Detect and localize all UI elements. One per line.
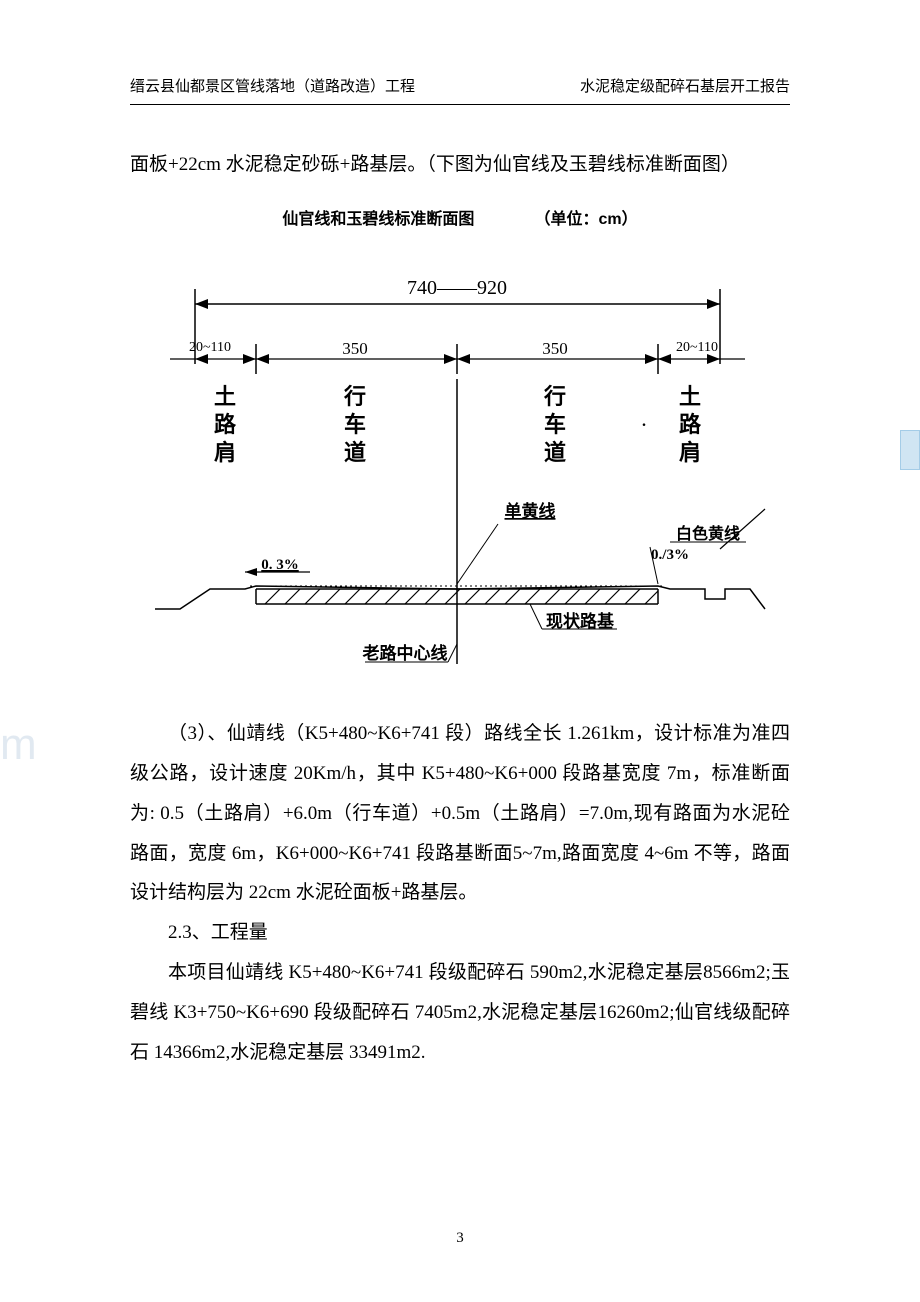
- svg-text:土: 土: [679, 384, 701, 409]
- svg-text:肩: 肩: [679, 440, 701, 465]
- intro-paragraph: 面板+22cm 水泥稳定砂砾+路基层。（下图为仙官线及玉碧线标准断面图）: [130, 145, 790, 185]
- header-left: 缙云县仙都景区管线落地（道路改造）工程: [130, 75, 415, 96]
- svg-text:行: 行: [343, 384, 366, 409]
- section-2-3-title: 2.3、工程量: [130, 913, 790, 953]
- page-header: 缙云县仙都景区管线落地（道路改造）工程 水泥稳定级配碎石基层开工报告: [130, 75, 790, 96]
- svg-text:车: 车: [544, 412, 566, 437]
- header-right: 水泥稳定级配碎石基层开工报告: [580, 75, 790, 96]
- watermark-left: m: [0, 720, 38, 770]
- svg-text:土: 土: [214, 384, 236, 409]
- svg-text:肩: 肩: [214, 440, 236, 465]
- svg-text:车: 车: [344, 412, 366, 437]
- cross-section-diagram: 仙官线和玉碧线标准断面图 （单位：cm） 740——920 20~110: [130, 205, 790, 684]
- left-shoulder-dim: 20~110: [189, 340, 231, 355]
- page-number: 3: [0, 1230, 920, 1247]
- svg-text:.: .: [642, 413, 646, 430]
- header-underline: [130, 104, 790, 105]
- top-dim-text: 740——920: [407, 277, 507, 299]
- paragraph-4: 本项目仙靖线 K5+480~K6+741 段级配碎石 590m2,水泥稳定基层8…: [130, 953, 790, 1073]
- svg-text:单黄线: 单黄线: [505, 501, 556, 521]
- watermark-right: [900, 430, 920, 470]
- svg-text:0./3%: 0./3%: [651, 547, 689, 563]
- diagram-title: 仙官线和玉碧线标准断面图: [282, 205, 474, 229]
- svg-text:现状路基: 现状路基: [546, 611, 615, 631]
- svg-text:路: 路: [679, 412, 702, 437]
- svg-text:道: 道: [344, 440, 366, 465]
- diagram-title-row: 仙官线和玉碧线标准断面图 （单位：cm）: [130, 205, 790, 229]
- left-lane-dim: 350: [342, 339, 368, 358]
- svg-text:0. 3%: 0. 3%: [261, 557, 299, 573]
- paragraph-3: （3）、仙靖线（K5+480~K6+741 段）路线全长 1.261km，设计标…: [130, 714, 790, 913]
- diagram-unit: （单位：cm）: [534, 205, 637, 229]
- right-lane-dim: 350: [542, 339, 568, 358]
- document-page: 缙云县仙都景区管线落地（道路改造）工程 水泥稳定级配碎石基层开工报告 面板+22…: [0, 0, 920, 1123]
- svg-text:老路中心线: 老路中心线: [362, 643, 448, 663]
- svg-text:道: 道: [544, 440, 566, 465]
- svg-text:路: 路: [214, 412, 237, 437]
- diagram-svg: 740——920 20~110 350 350 20~110 土 路 肩 行 车: [150, 249, 770, 679]
- right-shoulder-dim: 20~110: [676, 340, 718, 355]
- svg-text:行: 行: [543, 384, 566, 409]
